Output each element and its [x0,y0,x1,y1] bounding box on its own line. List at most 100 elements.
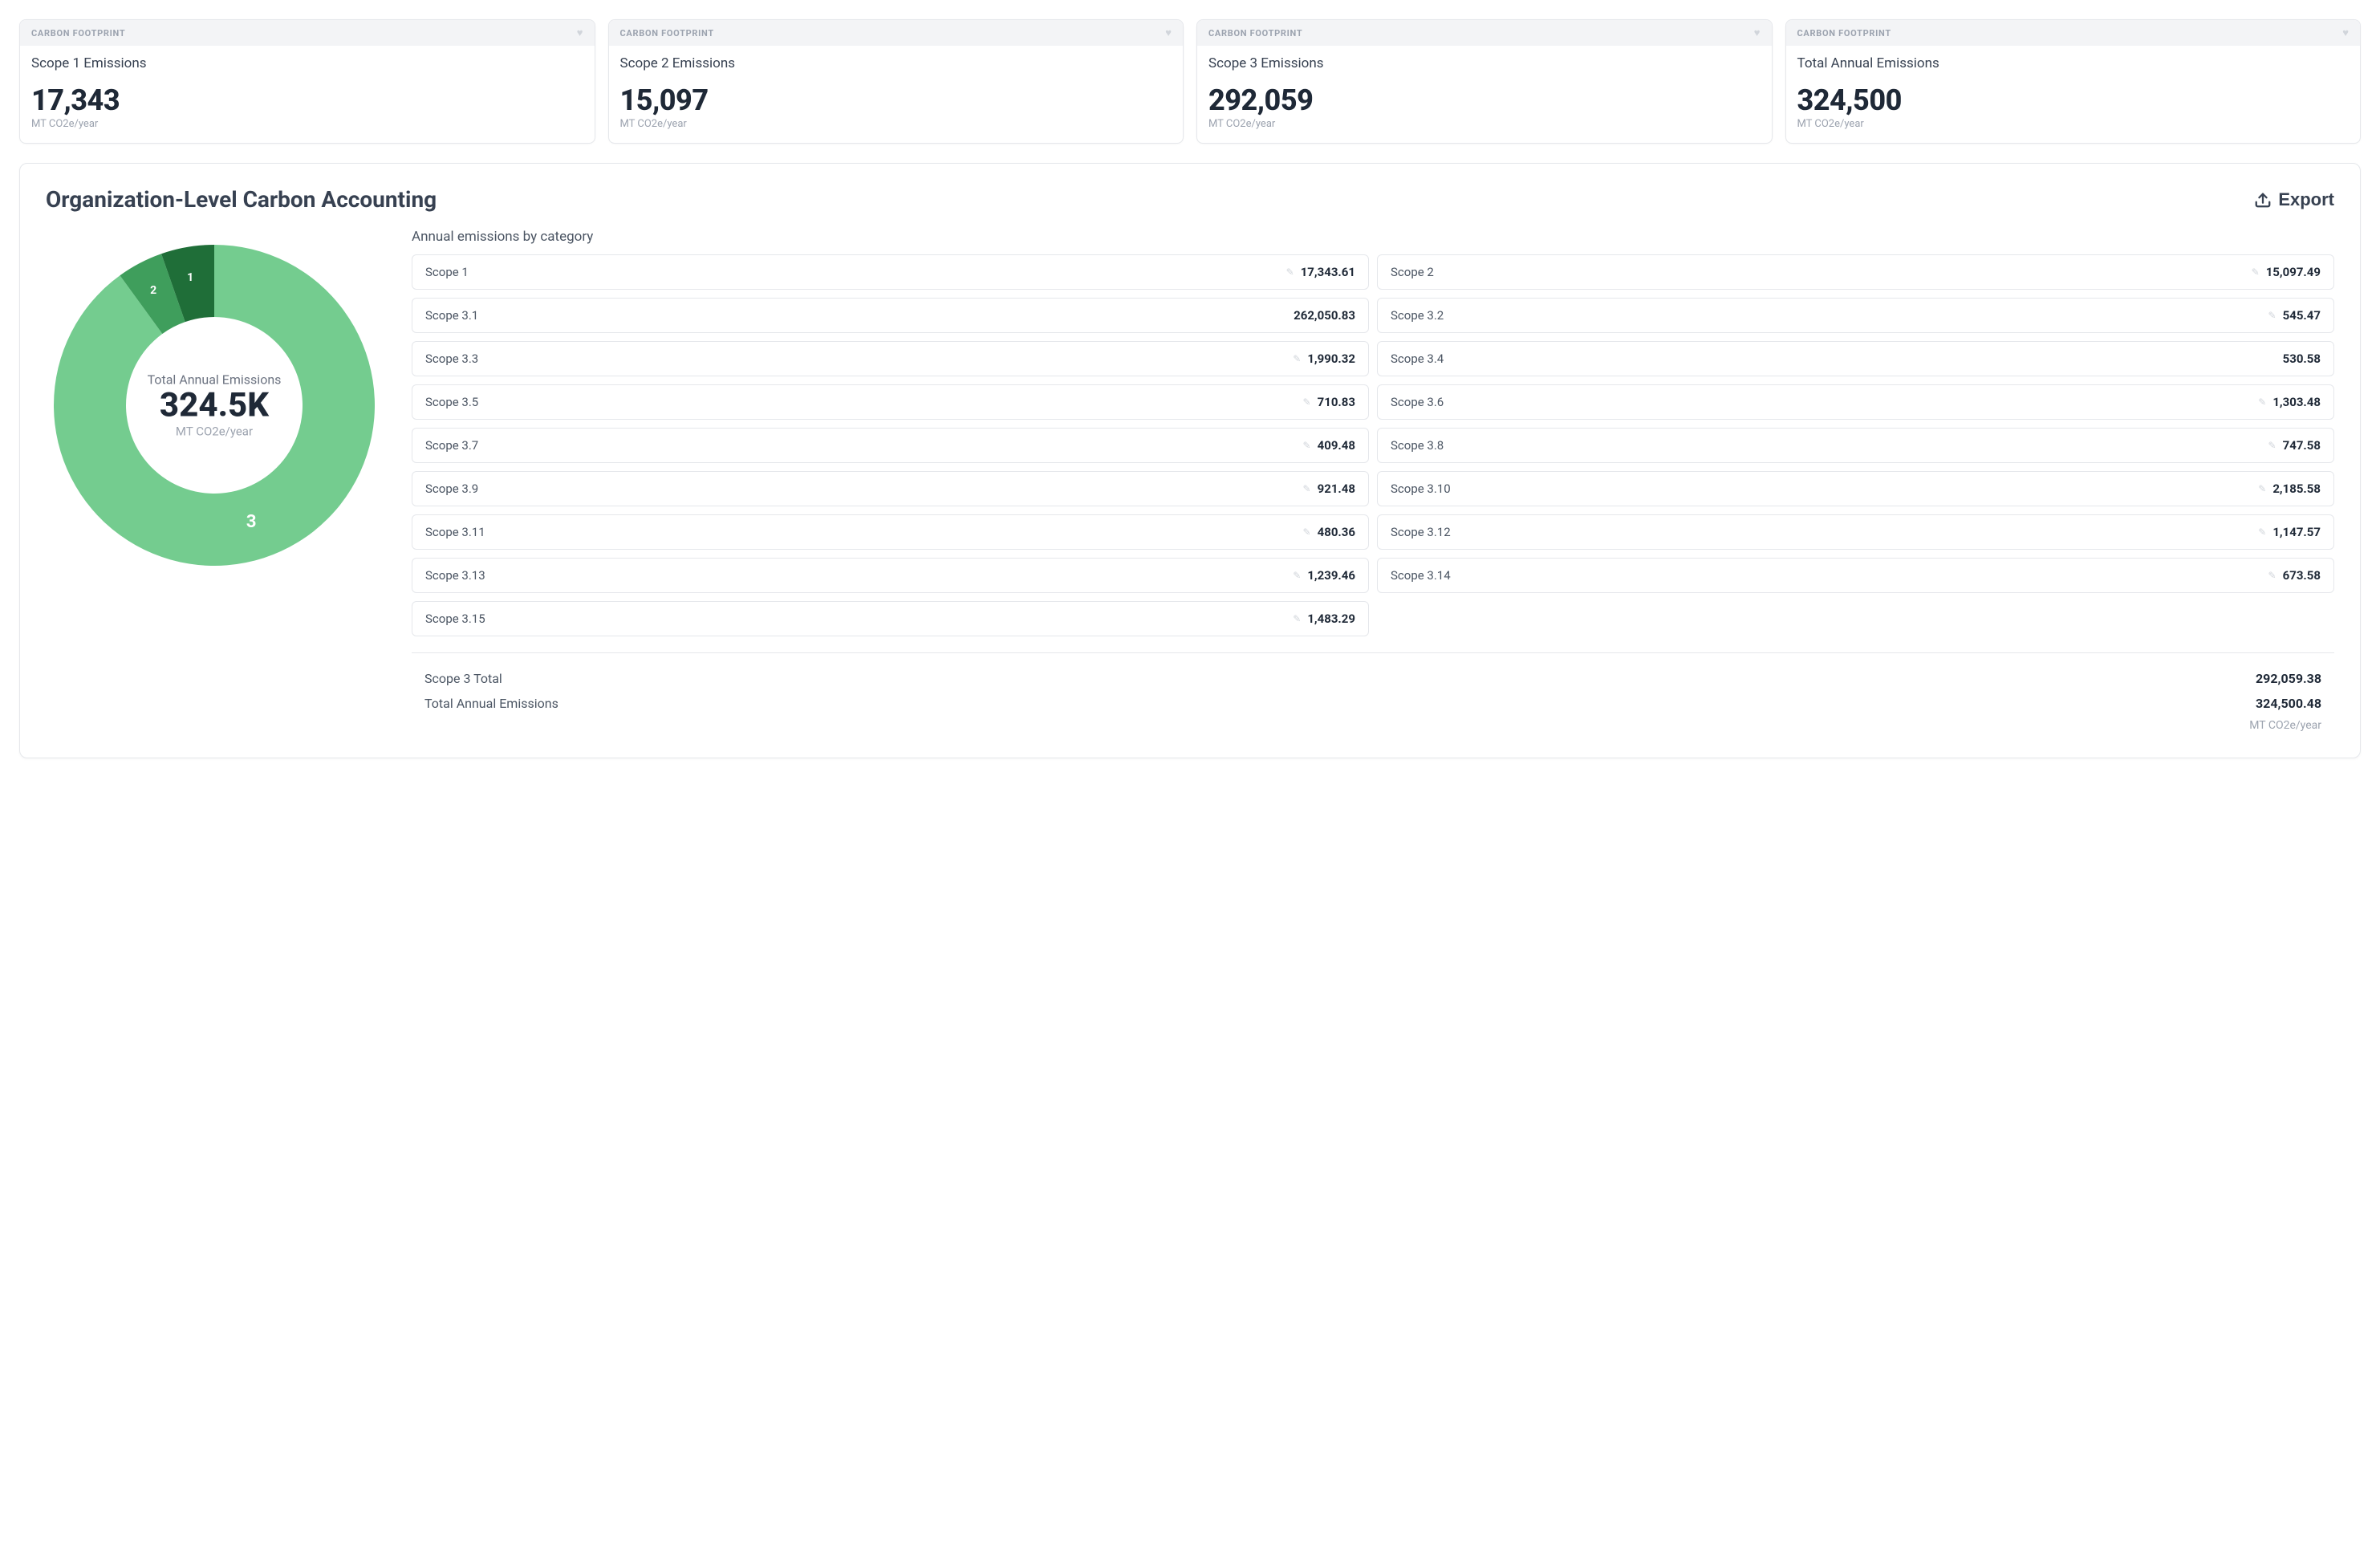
scope-cell-value: 17,343.61 [1301,265,1355,279]
scope-cell[interactable]: Scope 3.15 ✎ 1,483.29 [412,601,1369,636]
scope-cell[interactable]: Scope 3.3 ✎ 1,990.32 [412,341,1369,376]
scope-cell[interactable]: Scope 2 ✎ 15,097.49 [1377,254,2334,290]
kpi-title: Total Annual Emissions [1797,55,2350,71]
scope-cell-label: Scope 3.3 [425,351,478,366]
scope-cell-right: ✎ 1,990.32 [1293,351,1355,366]
kpi-value: 17,343 [31,86,583,115]
edit-icon[interactable]: ✎ [2268,440,2276,451]
scope-cell-value: 673.58 [2283,568,2321,583]
scope-cell-right: ✎ 1,483.29 [1293,612,1355,626]
scope-cell-value: 710.83 [1318,395,1355,409]
scope-cell-value: 409.48 [1318,438,1355,453]
scope-cell-right: 530.58 [2283,351,2321,366]
scope-cell[interactable]: Scope 3.7 ✎ 409.48 [412,428,1369,463]
edit-icon[interactable]: ✎ [2268,310,2276,321]
scope-cell-right: ✎ 1,147.57 [2258,525,2321,539]
scope-cell-label: Scope 3.4 [1391,351,1444,366]
scope-cell-value: 480.36 [1318,525,1355,539]
scope-cell-right: ✎ 545.47 [2268,308,2321,323]
kpi-eyebrow: CARBON FOOTPRINT [1208,28,1302,39]
edit-icon[interactable]: ✎ [1303,396,1311,408]
scope-cell-value: 545.47 [2283,308,2321,323]
edit-icon[interactable]: ✎ [1293,353,1301,364]
kpi-unit: MT CO2e/year [620,118,1172,130]
totals-section: Scope 3 Total 292,059.38 Total Annual Em… [412,652,2334,732]
scope-cell[interactable]: Scope 3.14 ✎ 673.58 [1377,558,2334,593]
kpi-title: Scope 2 Emissions [620,55,1172,71]
donut-section: Total Annual Emissions 324.5K MT CO2e/ye… [46,229,383,732]
scope-cell[interactable]: Scope 3.12 ✎ 1,147.57 [1377,514,2334,550]
scope-cell-right: ✎ 15,097.49 [2252,265,2321,279]
kpi-unit: MT CO2e/year [31,118,583,130]
scope-cell-right: ✎ 673.58 [2268,568,2321,583]
scope-cell[interactable]: Scope 3.5 ✎ 710.83 [412,384,1369,420]
scope-cell[interactable]: Scope 3.8 ✎ 747.58 [1377,428,2334,463]
scope-cell-right: ✎ 480.36 [1303,525,1355,539]
export-icon [2254,191,2272,209]
kpi-card-1: CARBON FOOTPRINT ♥ Scope 2 Emissions 15,… [608,19,1184,144]
donut-center: Total Annual Emissions 324.5K MT CO2e/ye… [148,372,282,439]
kpi-unit: MT CO2e/year [1208,118,1761,130]
scope-cell-label: Scope 3.5 [425,395,478,409]
scope-cell-value: 530.58 [2283,351,2321,366]
donut-segment-label: 1 [187,271,193,284]
kpi-card-0: CARBON FOOTPRINT ♥ Scope 1 Emissions 17,… [19,19,595,144]
kpi-body: Scope 2 Emissions 15,097 MT CO2e/year [609,46,1184,143]
favorite-icon[interactable]: ♥ [577,26,583,39]
edit-icon[interactable]: ✎ [2268,570,2276,581]
edit-icon[interactable]: ✎ [1293,570,1301,581]
edit-icon[interactable]: ✎ [1293,613,1301,624]
favorite-icon[interactable]: ♥ [1754,26,1761,39]
panel-header: Organization-Level Carbon Accounting Exp… [46,186,2334,213]
scope-cell[interactable]: Scope 3.6 ✎ 1,303.48 [1377,384,2334,420]
edit-icon[interactable]: ✎ [2258,396,2266,408]
edit-icon[interactable]: ✎ [2258,526,2266,538]
scope-cell[interactable]: Scope 3.1 262,050.83 [412,298,1369,333]
favorite-icon[interactable]: ♥ [1165,26,1172,39]
kpi-unit: MT CO2e/year [1797,118,2350,130]
donut-center-value: 324.5K [148,389,282,423]
scope-cell-value: 1,303.48 [2272,395,2321,409]
edit-icon[interactable]: ✎ [1303,526,1311,538]
total-annual-label: Total Annual Emissions [424,696,558,711]
scope-cell-label: Scope 3.8 [1391,438,1444,453]
edit-icon[interactable]: ✎ [1303,440,1311,451]
scope-cell[interactable]: Scope 3.2 ✎ 545.47 [1377,298,2334,333]
kpi-body: Scope 1 Emissions 17,343 MT CO2e/year [20,46,595,143]
scope-cell-label: Scope 3.2 [1391,308,1444,323]
scope-cell[interactable]: Scope 3.4 530.58 [1377,341,2334,376]
scope-cell-value: 1,483.29 [1307,612,1355,626]
scope-cell-label: Scope 1 [425,265,469,279]
donut-segment-label: 3 [246,512,257,532]
scope-cell-right: ✎ 17,343.61 [1286,265,1355,279]
export-button[interactable]: Export [2254,189,2334,210]
scope-cell-label: Scope 3.14 [1391,568,1451,583]
favorite-icon[interactable]: ♥ [2342,26,2349,39]
total-row-scope3: Scope 3 Total 292,059.38 [412,666,2334,691]
kpi-title: Scope 1 Emissions [31,55,583,71]
kpi-header: CARBON FOOTPRINT ♥ [609,20,1184,46]
kpi-value: 292,059 [1208,86,1761,115]
scope-cell-value: 1,147.57 [2272,525,2321,539]
scope-cell[interactable]: Scope 1 ✎ 17,343.61 [412,254,1369,290]
kpi-card-3: CARBON FOOTPRINT ♥ Total Annual Emission… [1785,19,2362,144]
edit-icon[interactable]: ✎ [2258,483,2266,494]
scope-cell[interactable]: Scope 3.9 ✎ 921.48 [412,471,1369,506]
scope-cell-right: ✎ 409.48 [1303,438,1355,453]
scope-cell-label: Scope 3.13 [425,568,485,583]
donut-center-unit: MT CO2e/year [148,425,282,439]
scope-cell[interactable]: Scope 3.10 ✎ 2,185.58 [1377,471,2334,506]
scope-cell-right: ✎ 1,303.48 [2258,395,2321,409]
scope-cell-value: 2,185.58 [2272,481,2321,496]
total-annual-value: 324,500.48 [2256,696,2321,711]
kpi-header: CARBON FOOTPRINT ♥ [1197,20,1772,46]
donut-segment-label: 2 [150,284,156,297]
export-label: Export [2278,189,2334,210]
scope-cell-right: ✎ 2,185.58 [2258,481,2321,496]
edit-icon[interactable]: ✎ [2252,266,2260,278]
edit-icon[interactable]: ✎ [1303,483,1311,494]
scope-cell[interactable]: Scope 3.13 ✎ 1,239.46 [412,558,1369,593]
table-heading: Annual emissions by category [412,229,2334,245]
scope-cell[interactable]: Scope 3.11 ✎ 480.36 [412,514,1369,550]
edit-icon[interactable]: ✎ [1286,266,1294,278]
